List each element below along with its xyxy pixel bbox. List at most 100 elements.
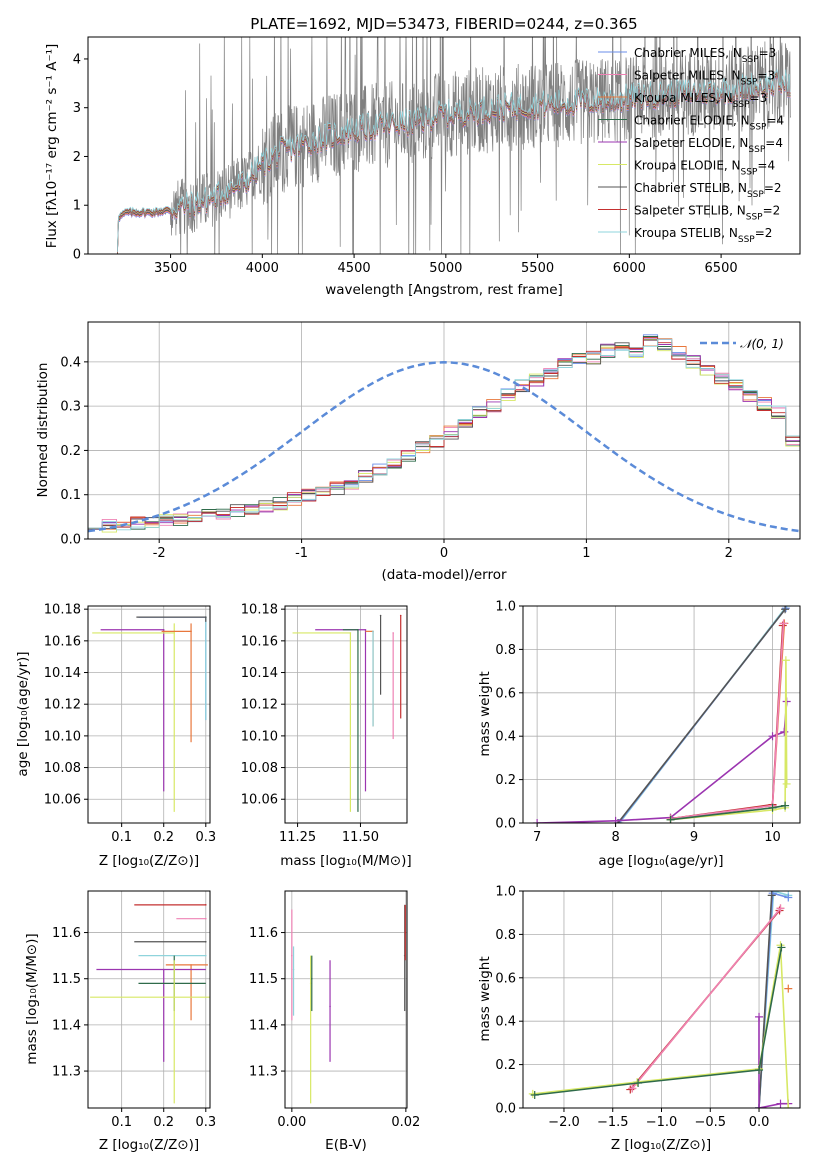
weight-vs-age-panel: 7 8 9 10 0.0 0.2 0.4 0.6 0.8 1.0 age [log₁₀(age/y… <box>477 600 801 869</box>
spectrum-xtick-label: 6500 <box>705 261 738 276</box>
data-point <box>190 964 192 966</box>
residuals-ylabel: Normed distribution <box>35 363 51 498</box>
weight-vs-z-ytick-label: 0.8 <box>495 928 516 943</box>
mass-weight-marker <box>768 803 777 812</box>
residual-histogram-step <box>88 338 800 533</box>
residuals-xtick-label: -1 <box>295 546 308 561</box>
weight-vs-age-ticks: 7 8 9 10 0.0 0.2 0.4 0.6 0.8 1.0 <box>495 600 780 846</box>
mass-weight-marker <box>626 1085 635 1094</box>
weight-vs-age-xtick-label: 10 <box>764 830 781 845</box>
mass-weight-marker <box>782 779 791 788</box>
legend-label: Chabrier STELIB, NSSP=2 <box>634 181 782 200</box>
weight-vs-z-ytick-label: 0.0 <box>495 1102 516 1117</box>
spectrum-ylabel: Flux [fλ10⁻¹⁷ erg cm⁻² s⁻¹ A⁻¹] <box>44 44 60 249</box>
weight-vs-age-ytick-label: 0.6 <box>495 686 516 701</box>
mass-weight-marker <box>634 1079 643 1088</box>
data-point <box>204 616 207 618</box>
age-vs-mass-xlabel: mass [log₁₀(M/M⊙)] <box>280 853 411 869</box>
weight-vs-z-xtick-label: −2.0 <box>548 1115 580 1130</box>
mass-vs-ebv-ytick-label: 11.5 <box>249 972 278 987</box>
weight-vs-z-panel: −2.0 −1.5 −1.0 −0.5 0.0 0.0 0.2 0.4 0.6 0.8 1.0 Z … <box>477 885 801 1153</box>
data-point <box>392 632 394 634</box>
data-point <box>357 628 359 631</box>
mass-weight-marker <box>781 656 790 665</box>
data-point <box>379 614 382 617</box>
age-vs-z-ytick-label: 10.12 <box>44 698 81 713</box>
weight-vs-z-xtick-label: 0.0 <box>749 1115 770 1130</box>
age-vs-mass-ytick-label: 10.08 <box>241 761 278 776</box>
age-vs-mass-ytick-label: 10.12 <box>241 698 278 713</box>
spectrum-xtick-label: 3500 <box>154 261 187 276</box>
data-point <box>204 940 207 943</box>
mass-weight-marker <box>768 732 777 741</box>
mass-weight-line <box>758 891 789 1108</box>
age-vs-z-ytick-label: 10.06 <box>44 793 81 808</box>
mass-weight-marker <box>755 1104 764 1108</box>
mass-vs-ebv-xtick-label: 0.00 <box>277 1115 306 1130</box>
age-vs-z-ytick-label: 10.14 <box>44 666 81 681</box>
weight-vs-z-plot-area <box>523 890 800 1109</box>
mass-weight-marker <box>633 1077 642 1086</box>
age-vs-z-xtick-label: 0.3 <box>195 830 216 845</box>
normal-distribution-curve <box>88 361 800 533</box>
mass-vs-z-ytick-label: 11.6 <box>52 926 81 941</box>
weight-vs-z-ytick-label: 0.6 <box>495 971 516 986</box>
weight-vs-z-ytick-label: 1.0 <box>495 885 516 900</box>
mass-weight-line <box>534 947 783 1096</box>
data-point <box>309 982 312 985</box>
mass-vs-z-ytick-label: 11.3 <box>52 1065 81 1080</box>
residuals-legend: 𝒩(0, 1) <box>700 337 784 351</box>
weight-vs-age-plot-area <box>523 605 800 824</box>
residuals-marks <box>88 334 800 533</box>
mass-weight-marker <box>776 904 785 913</box>
mass-vs-ebv-ticks: 0.00 0.02 11.3 11.4 11.5 11.6 <box>249 926 420 1130</box>
age-vs-z-ylabel: age [log₁₀(age/yr)] <box>15 651 31 776</box>
residuals-ytick-label: 0.4 <box>60 355 81 370</box>
mass-vs-z-panel: 0.1 0.2 0.3 11.3 11.4 11.5 11.6 Z [log₁₀(Z/Z⊙)… <box>24 890 216 1153</box>
mass-vs-ebv-ytick-label: 11.6 <box>249 926 278 941</box>
spectrum-plot-area <box>117 37 792 254</box>
residual-histogram-step <box>88 338 800 531</box>
weight-vs-z-xtick-label: −0.5 <box>694 1115 726 1130</box>
weight-vs-age-ytick-label: 0.4 <box>495 730 516 745</box>
age-vs-z-xtick-label: 0.2 <box>153 830 174 845</box>
mass-weight-marker <box>528 1089 537 1098</box>
residuals-ytick-label: 0.2 <box>60 444 81 459</box>
age-vs-mass-ytick-label: 10.06 <box>241 793 278 808</box>
mass-weight-line <box>670 625 784 820</box>
mass-vs-ebv-frame <box>284 890 408 1109</box>
weight-vs-age-ylabel: mass weight <box>477 671 493 756</box>
mass-weight-line <box>617 608 786 823</box>
age-vs-mass-plot-area <box>285 606 407 823</box>
spectrum-marks <box>117 37 792 254</box>
mass-weight-marker <box>611 816 620 823</box>
weight-vs-z-ylabel: mass weight <box>477 956 493 1041</box>
residuals-xtick-label: -2 <box>153 546 166 561</box>
spectrum-ytick-label: 3 <box>73 101 81 116</box>
mass-vs-z-xtick-label: 0.2 <box>153 1115 174 1130</box>
age-vs-mass-panel: 11.25 11.50 10.06 10.08 10.10 10.12 10.14 10.16… <box>241 603 412 869</box>
weight-vs-z-ytick-label: 0.4 <box>495 1015 516 1030</box>
residuals-ytick-label: 0.0 <box>60 533 81 548</box>
model-line-kroupa-stelib <box>117 68 791 253</box>
mass-weight-marker <box>781 801 790 810</box>
residuals-panel: -2 -1 0 1 2 0.0 0.1 0.2 0.3 0.4 (data-model)/erro… <box>35 321 801 583</box>
age-vs-mass-xtick-label: 11.25 <box>279 830 316 845</box>
weight-vs-age-frame <box>522 605 801 824</box>
mass-weight-marker <box>781 606 790 613</box>
mass-vs-ebv-panel: 0.00 0.02 11.3 11.4 11.5 11.6 E(B-V) <box>249 890 420 1153</box>
mass-weight-line <box>670 804 786 821</box>
mass-vs-z-plot-area <box>88 891 210 1108</box>
weight-vs-z-ticks: −2.0 −1.5 −1.0 −0.5 0.0 0.0 0.2 0.4 0.6 0.8 1.0 <box>495 885 769 1131</box>
spectrum-ytick-label: 0 <box>73 248 81 263</box>
data-point <box>204 904 207 906</box>
residuals-xtick-label: 0 <box>440 546 448 561</box>
age-vs-mass-ticks: 11.25 11.50 10.06 10.08 10.10 10.12 10.14 10.16… <box>241 603 379 845</box>
mass-weight-line <box>631 907 782 1090</box>
weight-vs-age-xtick-label: 7 <box>533 830 541 845</box>
age-vs-z-xtick-label: 0.1 <box>111 830 132 845</box>
mass-weight-line <box>758 895 773 1108</box>
mass-weight-marker <box>533 819 542 823</box>
legend-label: Kroupa ELODIE, NSSP=4 <box>634 159 775 178</box>
